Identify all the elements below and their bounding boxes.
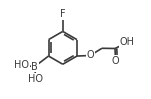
Text: B: B bbox=[31, 62, 38, 72]
Text: HO: HO bbox=[28, 74, 43, 84]
Text: OH: OH bbox=[120, 37, 135, 47]
Text: O: O bbox=[87, 50, 94, 60]
Text: HO: HO bbox=[14, 60, 29, 70]
Text: F: F bbox=[60, 9, 66, 19]
Text: O: O bbox=[112, 56, 119, 66]
